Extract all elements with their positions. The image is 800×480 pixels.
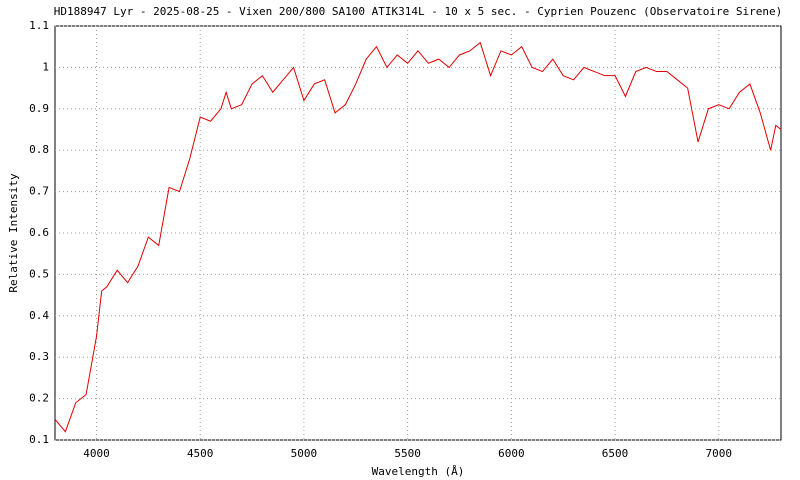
y-tick-label: 0.6 <box>29 226 49 239</box>
y-tick-label: 0.8 <box>29 143 49 156</box>
y-tick-label: 1.1 <box>29 19 49 32</box>
chart-title: HD188947 Lyr - 2025-08-25 - Vixen 200/80… <box>54 5 782 18</box>
y-tick-label: 0.5 <box>29 267 49 280</box>
x-axis-label: Wavelength (Å) <box>372 465 465 478</box>
x-tick-label: 5000 <box>291 447 318 460</box>
x-tick-label: 5500 <box>394 447 421 460</box>
y-tick-label: 0.4 <box>29 309 49 322</box>
x-tick-label: 7000 <box>706 447 733 460</box>
y-tick-label: 0.9 <box>29 102 49 115</box>
x-tick-label: 6500 <box>602 447 629 460</box>
x-tick-label: 4000 <box>83 447 110 460</box>
y-tick-label: 0.3 <box>29 350 49 363</box>
x-tick-label: 6000 <box>498 447 525 460</box>
y-tick-label: 0.1 <box>29 433 49 446</box>
spectrum-line <box>54 41 782 433</box>
y-tick-label: 0.2 <box>29 392 49 405</box>
y-tick-label: 1 <box>42 60 49 73</box>
y-tick-label: 0.7 <box>29 185 49 198</box>
y-axis-label: Relative Intensity <box>7 173 20 293</box>
x-tick-label: 4500 <box>187 447 214 460</box>
